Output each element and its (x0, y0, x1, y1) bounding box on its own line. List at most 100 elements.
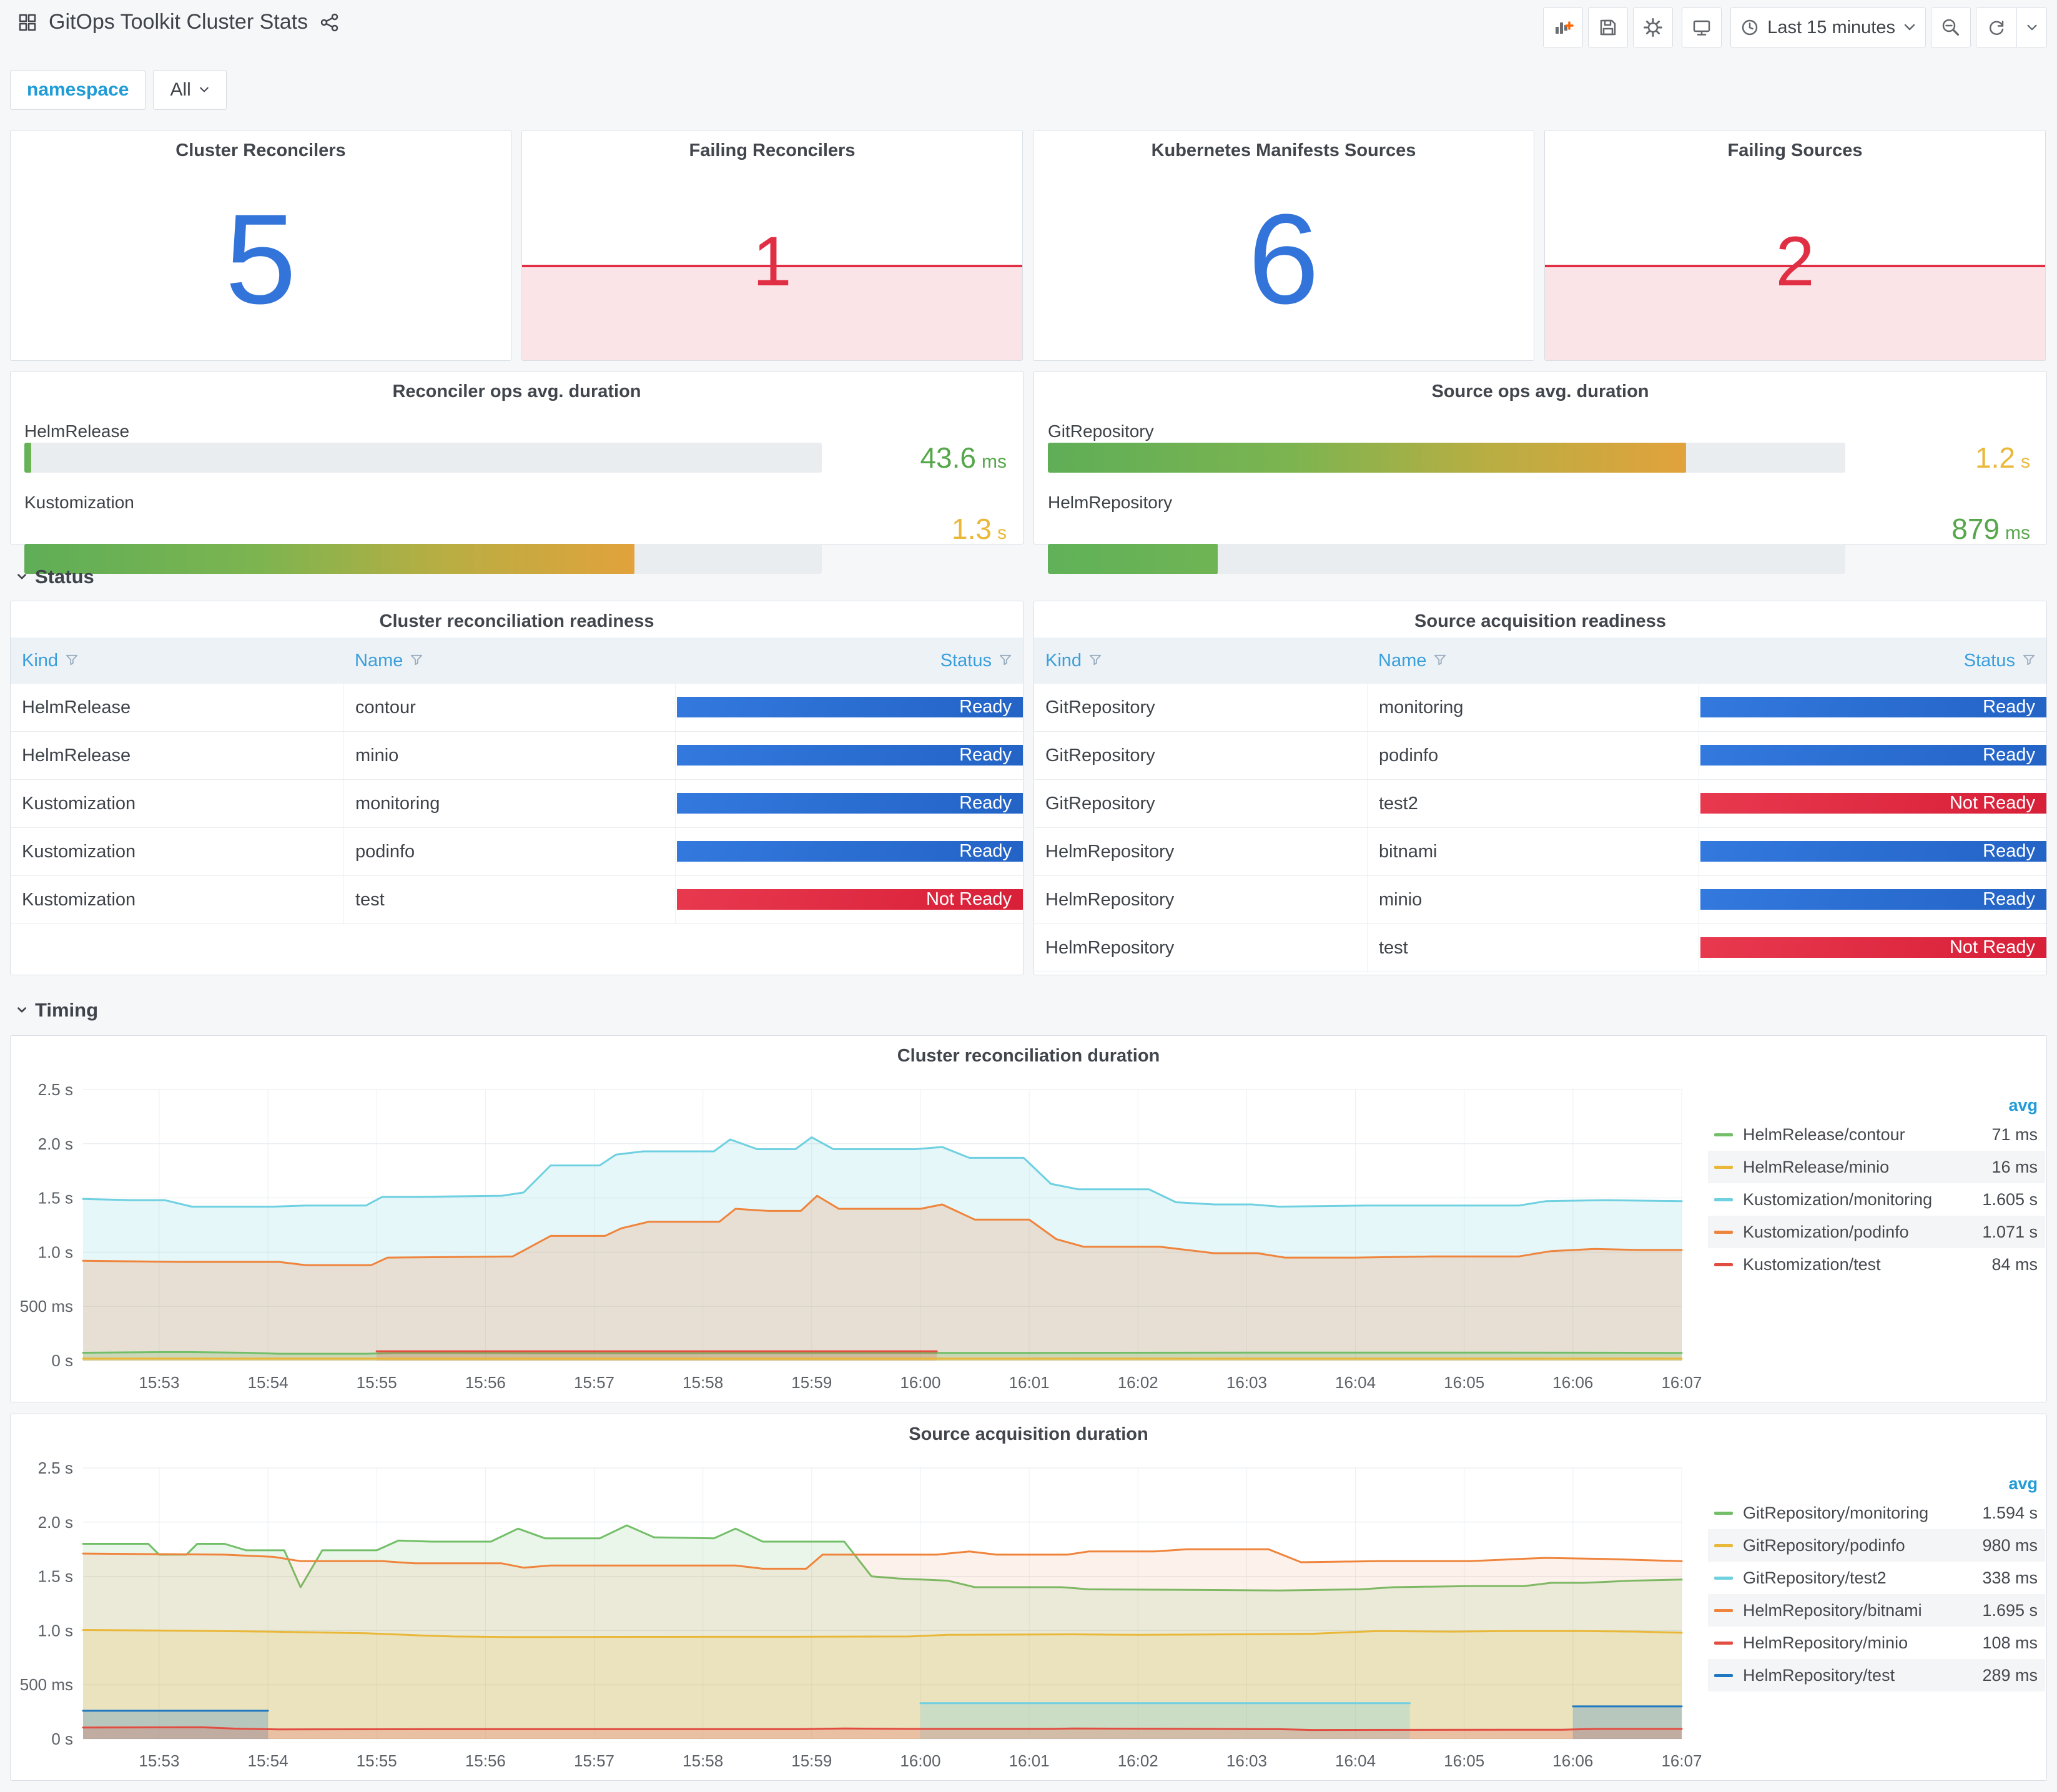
cell-kind: HelmRepository (1045, 937, 1175, 958)
cell-status: Not Ready (1699, 780, 2046, 827)
column-header-name[interactable]: Name (343, 638, 675, 684)
chart-legend: avg GitRepository/monitoring 1.594 s GitRep… (1708, 1470, 2045, 1691)
svg-text:15:56: 15:56 (465, 1751, 506, 1770)
svg-text:15:55: 15:55 (357, 1751, 397, 1770)
stat-value: 1 (752, 222, 792, 300)
add-panel-button[interactable] (1543, 7, 1584, 47)
table-row: Kustomization monitoring Ready (11, 780, 1023, 828)
legend-series-name: GitRepository/monitoring (1743, 1503, 1929, 1522)
legend-row[interactable]: GitRepository/test2 338 ms (1708, 1562, 2045, 1594)
svg-text:16:07: 16:07 (1661, 1373, 1702, 1392)
panel-title[interactable]: Source ops avg. duration (1431, 382, 1649, 401)
filter-funnel-icon[interactable] (2023, 651, 2035, 671)
share-icon[interactable] (319, 12, 340, 33)
panel-title[interactable]: Kubernetes Manifests Sources (1151, 140, 1416, 160)
svg-text:16:03: 16:03 (1226, 1373, 1267, 1392)
gauge-panel-source: Source ops avg. duration GitRepository 1.2… (1033, 371, 2047, 574)
legend-avg-header[interactable]: avg (2008, 1474, 2038, 1493)
refresh-interval-dropdown[interactable] (2016, 8, 2046, 47)
legend-row[interactable]: Kustomization/podinfo 1.071 s (1708, 1216, 2045, 1248)
cell-name: test2 (1367, 780, 1699, 827)
legend-series-name: GitRepository/test2 (1743, 1568, 1887, 1587)
section-status-label: Status (35, 566, 94, 588)
cell-status: Ready (675, 828, 1023, 875)
legend-series-avg: 108 ms (1982, 1633, 2038, 1652)
cell-kind: HelmRelease (22, 745, 131, 766)
dashboard-title[interactable]: GitOps Toolkit Cluster Stats (49, 10, 308, 34)
gauge-value: 43.6 ms (920, 441, 1007, 475)
stat-panel-failing-reconcilers: Failing Reconcilers 1 (521, 130, 1023, 361)
filter-funnel-icon[interactable] (999, 651, 1012, 671)
legend-series-name: HelmRepository/test (1743, 1665, 1895, 1685)
svg-text:16:06: 16:06 (1552, 1373, 1593, 1392)
panel-title[interactable]: Cluster Reconcilers (175, 140, 346, 160)
legend-series-name: HelmRelease/minio (1743, 1157, 1890, 1176)
svg-text:500 ms: 500 ms (20, 1297, 73, 1316)
panel-title[interactable]: Failing Sources (1727, 140, 1863, 160)
gauge-label: HelmRepository (1048, 493, 1173, 512)
section-timing[interactable]: Timing (15, 999, 98, 1022)
svg-text:0 s: 0 s (51, 1730, 73, 1748)
filter-funnel-icon[interactable] (1434, 651, 1446, 671)
legend-row[interactable]: HelmRepository/bitnami 1.695 s (1708, 1594, 2045, 1627)
legend-row[interactable]: Kustomization/test 84 ms (1708, 1248, 2045, 1281)
time-range-picker[interactable]: Last 15 minutes (1730, 7, 1926, 47)
legend-row[interactable]: HelmRepository/test 289 ms (1708, 1659, 2045, 1691)
panel-title[interactable]: Failing Reconcilers (689, 140, 856, 160)
svg-text:15:58: 15:58 (683, 1373, 723, 1392)
legend-row[interactable]: GitRepository/monitoring 1.594 s (1708, 1497, 2045, 1529)
variable-value-dropdown[interactable]: All (153, 70, 227, 110)
legend-avg-header[interactable]: avg (2008, 1095, 2038, 1115)
filter-funnel-icon[interactable] (410, 651, 423, 671)
panel-title[interactable]: Reconciler ops avg. duration (392, 382, 641, 401)
panel-title[interactable]: Source acquisition duration (909, 1424, 1148, 1444)
table-row: HelmRepository test Not Ready (1034, 924, 2046, 972)
status-badge: Ready (1700, 697, 2046, 717)
legend-series-avg: 980 ms (1982, 1535, 2038, 1555)
status-badge: Ready (1700, 889, 2046, 910)
svg-text:16:05: 16:05 (1444, 1751, 1484, 1770)
svg-text:16:00: 16:00 (900, 1373, 940, 1392)
filter-funnel-icon[interactable] (66, 651, 78, 671)
legend-row[interactable]: Kustomization/monitoring 1.605 s (1708, 1183, 2045, 1216)
gauge-track (24, 443, 822, 473)
legend-row[interactable]: HelmRelease/contour 71 ms (1708, 1118, 2045, 1151)
refresh-button[interactable] (1976, 8, 2016, 47)
cell-status: Ready (675, 732, 1023, 779)
column-header-name[interactable]: Name (1367, 638, 1699, 684)
filter-funnel-icon[interactable] (1089, 651, 1102, 671)
legend-row[interactable]: HelmRelease/minio 16 ms (1708, 1151, 2045, 1183)
zoom-out-time-button[interactable] (1931, 7, 1971, 47)
legend-row[interactable]: HelmRepository/minio 108 ms (1708, 1627, 2045, 1659)
column-header-kind[interactable]: Kind (1034, 638, 1367, 684)
status-badge: Ready (1700, 841, 2046, 862)
column-header-status[interactable]: Status (1699, 638, 2046, 684)
svg-text:16:04: 16:04 (1335, 1373, 1376, 1392)
column-header-kind[interactable]: Kind (11, 638, 343, 684)
chart-plot[interactable]: 15:53 15:54 15:55 15:56 15:57 15:58 15:59 16:00… (11, 1036, 2047, 1402)
chart-plot[interactable]: 15:53 15:54 15:55 15:56 15:57 15:58 15:59 16:00… (11, 1414, 2047, 1781)
dashboard-settings-button[interactable] (1633, 7, 1674, 47)
gauge-track (1048, 544, 1845, 574)
cell-name: minio (343, 732, 675, 779)
clock-icon (1740, 17, 1760, 37)
apps-grid-icon[interactable] (17, 12, 37, 32)
cell-status: Ready (1699, 828, 2046, 875)
legend-row[interactable]: GitRepository/podinfo 980 ms (1708, 1529, 2045, 1562)
panel-title[interactable]: Source acquisition readiness (1414, 611, 1666, 631)
panel-title[interactable]: Cluster reconciliation duration (897, 1046, 1160, 1066)
save-dashboard-button[interactable] (1588, 7, 1629, 47)
table-body: HelmRelease contour Ready HelmRelease minio R… (11, 684, 1023, 924)
table-row: Kustomization test Not Ready (11, 876, 1023, 924)
svg-text:0 s: 0 s (51, 1351, 73, 1370)
section-status[interactable]: Status (15, 566, 94, 588)
cell-kind: Kustomization (22, 841, 136, 862)
cycle-view-mode-button[interactable] (1682, 7, 1722, 47)
status-badge: Not Ready (677, 889, 1023, 910)
panel-title[interactable]: Cluster reconciliation readiness (379, 611, 654, 631)
column-header-status[interactable]: Status (675, 638, 1023, 684)
legend-series-swatch (1714, 1133, 1733, 1136)
chart-panel-acquisition: Source acquisition duration 15:53 15:54 15:… (10, 1414, 2047, 1781)
cell-name: minio (1367, 876, 1699, 923)
dashboard-header: GitOps Toolkit Cluster Stats (0, 0, 2057, 52)
